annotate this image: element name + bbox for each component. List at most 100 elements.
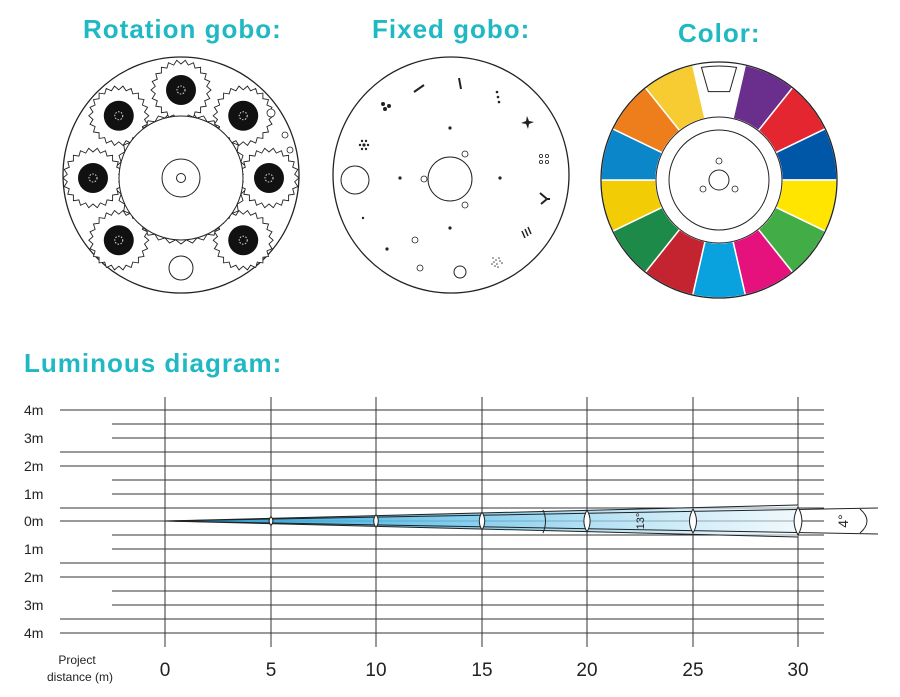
rotation-wheel-outline	[62, 56, 300, 294]
fixed-gobo-open-medium	[453, 265, 467, 279]
rotation-gobo-heading: Rotation gobo:	[83, 14, 282, 44]
fixed-gobo-speckle-dot	[494, 265, 496, 267]
rotation-pin-1	[266, 108, 276, 118]
beam-lens-marker	[689, 508, 697, 534]
color-wheel-pin-2	[699, 185, 707, 193]
luminous-diagram: 4m 3m 2m 1m 0m 1m 2m 3m 4m 0 5 10 15 20 25 30 4° 13° P…	[24, 397, 879, 684]
fixed-pin-hole-4	[448, 226, 452, 230]
fixed-gobo-bar-1	[413, 84, 425, 93]
beam-lens-marker	[268, 515, 274, 527]
color-open-slot-frame	[700, 65, 738, 93]
fixed-gobo-propeller	[381, 102, 391, 111]
fixed-small-hole-1	[420, 175, 428, 183]
rotation-gobo-pattern	[103, 100, 134, 131]
rotation-pin-2	[281, 131, 289, 139]
rotation-gobo-pattern	[103, 225, 134, 256]
fixed-open-hole	[340, 165, 370, 195]
narrow-beam-lower-edge	[164, 520, 879, 535]
rotation-gobo-pattern	[228, 225, 259, 256]
rotation-gobo-pattern-detail	[114, 111, 124, 121]
fixed-pin-hole-6	[385, 247, 389, 251]
fixed-gobo-speckle-dot	[501, 262, 503, 264]
y-axis-label: 1m	[24, 541, 43, 557]
y-axis-label: 2m	[24, 458, 43, 474]
rotation-gobo-pattern	[78, 163, 108, 193]
fixed-gobo-wheel	[332, 56, 570, 294]
fixed-gobo-bar-2	[458, 77, 462, 90]
fixed-gobo-three-dots	[495, 90, 501, 104]
fixed-wheel-outline	[332, 56, 570, 294]
rotation-gobo-pattern	[166, 75, 196, 105]
color-heading: Color:	[678, 18, 761, 48]
fixed-pin-hole-3	[498, 176, 502, 180]
fixed-gobo-triskele	[539, 192, 550, 205]
luminous-y-labels: 4m 3m 2m 1m 0m 1m 2m 3m 4m	[24, 402, 43, 641]
fixed-gobo-star	[521, 116, 534, 129]
wide-beam-angle-label: 13°	[635, 513, 647, 530]
rotation-gobo-pattern-detail	[238, 235, 248, 245]
x-axis-label: 20	[576, 660, 597, 681]
fixed-hub-ring	[427, 156, 473, 202]
color-wheel-pin-1	[715, 157, 723, 165]
color-wheel	[600, 61, 838, 299]
rotation-gobo-pattern-detail	[88, 173, 98, 183]
x-axis-label: 30	[787, 660, 808, 681]
narrow-angle-arc	[859, 508, 868, 534]
fixed-gobo-speckle-dot	[491, 263, 493, 265]
y-axis-label: 1m	[24, 486, 43, 502]
color-wheel-hub-center	[708, 169, 730, 191]
fixed-gobo-speckle	[491, 257, 503, 268]
y-axis-label: 3m	[24, 597, 43, 613]
fixed-gobo-dot-ring	[411, 236, 419, 244]
color-wheel-pin-3	[731, 185, 739, 193]
fixed-small-hole-3	[461, 201, 469, 209]
fixed-gobo-speckle-dot	[492, 257, 494, 259]
color-wheel-outline	[600, 61, 838, 299]
fixed-gobo-speckle-dot	[498, 257, 500, 259]
beam-lens-markers	[268, 505, 803, 537]
x-axis-label: 0	[160, 660, 171, 681]
y-axis-label: 4m	[24, 625, 43, 641]
x-axis-title-line1: Project	[58, 653, 96, 667]
beam-lens-marker	[583, 508, 591, 534]
fixed-gobo-heading: Fixed gobo:	[372, 14, 531, 44]
color-wheel-hub-ring	[668, 129, 770, 231]
narrow-beam-angle-label: 4°	[835, 514, 851, 527]
x-axis-label: 10	[365, 660, 386, 681]
rotation-gobo-pattern	[254, 163, 284, 193]
fixed-gobo-speckle-dot	[495, 259, 497, 261]
x-axis-title-line2: distance (m)	[47, 670, 113, 684]
luminous-x-labels: 0 5 10 15 20 25 30	[160, 660, 809, 681]
rotation-gobo-pattern-detail	[114, 235, 124, 245]
rotation-gobo-pattern-detail	[176, 85, 186, 95]
wide-angle-arc	[542, 509, 546, 534]
fixed-gobo-open-small	[416, 264, 424, 272]
narrow-beam-upper-edge	[164, 507, 879, 522]
y-axis-label: 3m	[24, 430, 43, 446]
y-axis-label: 2m	[24, 569, 43, 585]
rotation-gobo-pattern-detail	[264, 173, 274, 183]
fixed-gobo-speckle-dot	[499, 260, 501, 262]
rotation-hub-center	[176, 173, 186, 183]
fixed-gobo-speckle-dot	[496, 263, 498, 265]
rotation-pin-3	[286, 146, 294, 154]
fixed-gobo-lines	[521, 226, 532, 239]
fixed-small-hole-2	[461, 150, 469, 158]
fixed-pin-hole-5	[361, 216, 365, 220]
fixed-pin-hole-2	[398, 176, 402, 180]
luminous-diagram-heading: Luminous diagram:	[24, 348, 283, 378]
beam-lens-marker	[793, 505, 803, 537]
beam-lens-marker	[373, 513, 379, 529]
beam-lens-marker	[478, 511, 486, 531]
x-axis-label: 15	[471, 660, 492, 681]
rotation-gobo-pattern-detail	[238, 111, 248, 121]
fixed-gobo-speckle-dot	[493, 261, 495, 263]
rotation-open-hole	[168, 255, 194, 281]
rotation-gobo-wheel	[62, 56, 300, 294]
y-axis-label: 0m	[24, 513, 43, 529]
rotation-gobo-pattern	[228, 100, 259, 131]
y-axis-label: 4m	[24, 402, 43, 418]
fixed-pin-hole-1	[448, 126, 452, 130]
fixed-gobo-speckle-dot	[497, 266, 499, 268]
